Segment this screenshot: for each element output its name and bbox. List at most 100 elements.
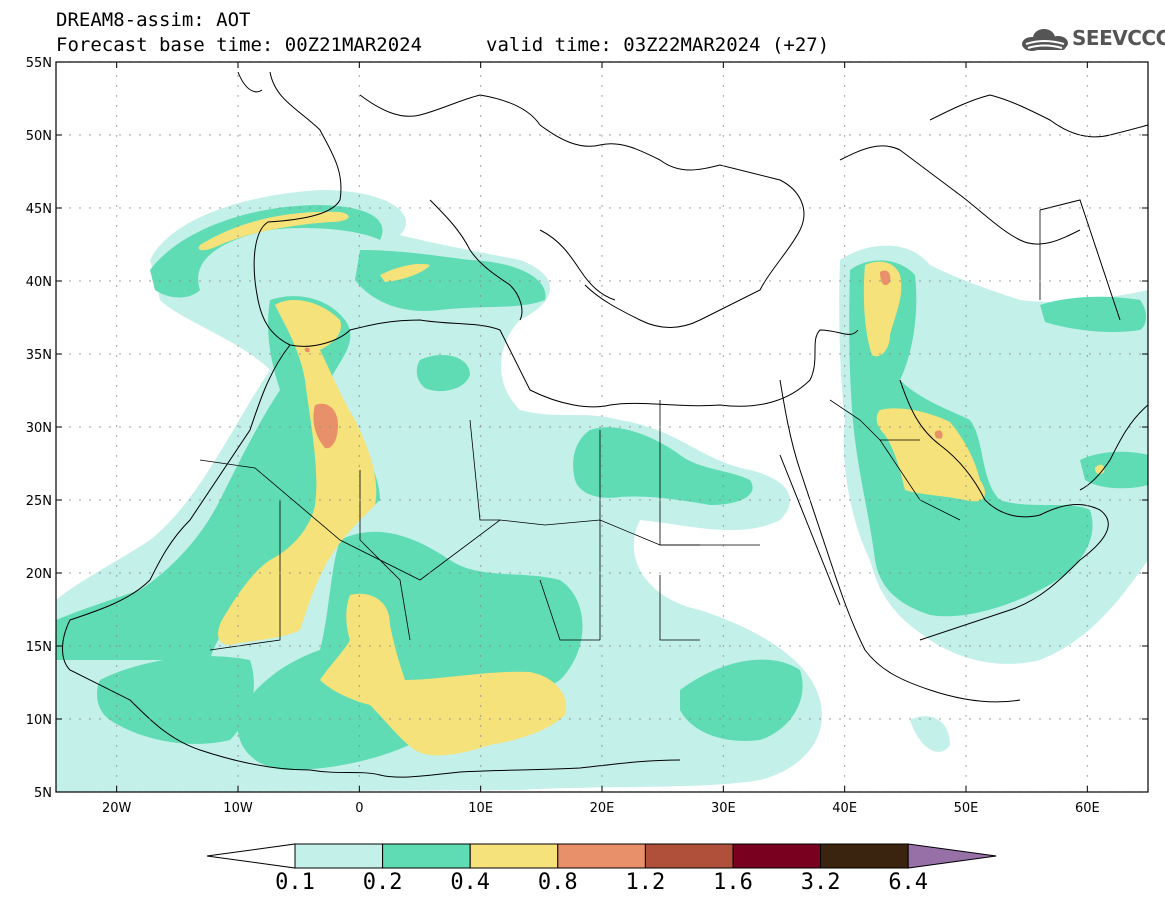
grid-dot xyxy=(237,105,239,107)
grid-dot xyxy=(229,280,231,282)
grid-dot xyxy=(601,435,603,437)
grid-dot xyxy=(329,572,331,574)
grid-dot xyxy=(965,325,967,327)
grid-dot xyxy=(389,207,391,209)
grid-dot xyxy=(319,645,321,647)
grid-dot xyxy=(358,575,361,577)
grid-dot xyxy=(109,572,111,574)
grid-dot xyxy=(789,207,791,209)
grid-dot xyxy=(358,365,361,367)
grid-dot xyxy=(209,207,211,209)
lat-label: 30N xyxy=(26,421,52,436)
grid-dot xyxy=(1086,175,1089,177)
grid-dot xyxy=(549,280,551,282)
grid-dot xyxy=(289,207,291,209)
grid-dot xyxy=(169,426,171,428)
grid-dot xyxy=(358,565,361,567)
grid-dot xyxy=(115,745,118,747)
grid-dot xyxy=(109,207,111,209)
grid-dot xyxy=(319,572,321,574)
grid-dot xyxy=(237,205,239,207)
grid-dot xyxy=(949,718,951,720)
grid-dot xyxy=(129,280,131,282)
grid-dot xyxy=(358,485,361,487)
grid-dot xyxy=(115,495,118,497)
grid-dot xyxy=(569,645,571,647)
grid-dot xyxy=(601,535,603,537)
grid-dot xyxy=(479,415,482,417)
grid-dot xyxy=(1129,280,1131,282)
grid-dot xyxy=(601,285,603,287)
grid-dot xyxy=(115,185,118,187)
grid-dot xyxy=(79,134,81,136)
grid-dot xyxy=(939,572,941,574)
grid-dot xyxy=(601,495,603,497)
grid-dot xyxy=(779,645,781,647)
grid-dot xyxy=(237,85,239,87)
grid-dot xyxy=(119,499,121,501)
grid-dot xyxy=(449,353,451,355)
title-valid-time: valid time: 03Z22MAR2024 (+27) xyxy=(486,34,830,56)
grid-dot xyxy=(843,725,846,727)
grid-dot xyxy=(189,134,191,136)
grid-dot xyxy=(1069,207,1071,209)
lat-label: 15N xyxy=(26,640,52,655)
grid-dot xyxy=(309,499,311,501)
grid-dot xyxy=(939,645,941,647)
grid-dot xyxy=(965,765,967,767)
grid-dot xyxy=(479,315,482,317)
grid-dot xyxy=(229,499,231,501)
grid-dot xyxy=(409,426,411,428)
grid-dot xyxy=(339,645,341,647)
grid-dot xyxy=(479,685,482,687)
grid-dot xyxy=(599,718,601,720)
grid-dot xyxy=(629,426,631,428)
grid-dot xyxy=(1086,445,1089,447)
grid-dot xyxy=(965,555,967,557)
grid-dot xyxy=(509,718,511,720)
grid-dot xyxy=(189,718,191,720)
grid-dot xyxy=(237,75,239,77)
grid-dot xyxy=(843,475,846,477)
grid-dot xyxy=(639,645,641,647)
grid-dot xyxy=(115,395,118,397)
grid-dot xyxy=(969,353,971,355)
grid-dot xyxy=(237,265,239,267)
grid-dot xyxy=(479,365,482,367)
grid-dot xyxy=(739,718,741,720)
grid-dot xyxy=(115,415,118,417)
grid-dot xyxy=(601,575,603,577)
grid-dot xyxy=(1079,280,1081,282)
grid-dot xyxy=(479,280,481,282)
grid-dot xyxy=(1139,134,1141,136)
grid-dot xyxy=(829,426,831,428)
grid-dot xyxy=(1086,525,1089,527)
grid-dot xyxy=(115,685,118,687)
grid-dot xyxy=(439,426,441,428)
grid-dot xyxy=(115,115,118,117)
grid-dot xyxy=(559,645,561,647)
grid-dot xyxy=(722,665,725,667)
grid-dot xyxy=(869,207,871,209)
grid-dot xyxy=(722,605,725,607)
grid-dot xyxy=(429,718,431,720)
grid-dot xyxy=(669,426,671,428)
grid-dot xyxy=(1049,572,1051,574)
grid-dot xyxy=(589,134,591,136)
grid-dot xyxy=(601,175,603,177)
grid-dot xyxy=(1129,353,1131,355)
grid-dot xyxy=(499,280,501,282)
grid-dot xyxy=(843,615,846,617)
grid-dot xyxy=(289,426,291,428)
grid-dot xyxy=(799,207,801,209)
grid-dot xyxy=(679,353,681,355)
grid-dot xyxy=(115,515,118,517)
grid-dot xyxy=(599,499,601,501)
grid-dot xyxy=(1109,353,1111,355)
aot-level-0-4 xyxy=(198,211,1105,756)
grid-dot xyxy=(1089,134,1091,136)
lon-label: 10E xyxy=(468,801,493,816)
grid-dot xyxy=(115,475,118,477)
grid-dot xyxy=(722,285,725,287)
grid-dot xyxy=(601,235,603,237)
